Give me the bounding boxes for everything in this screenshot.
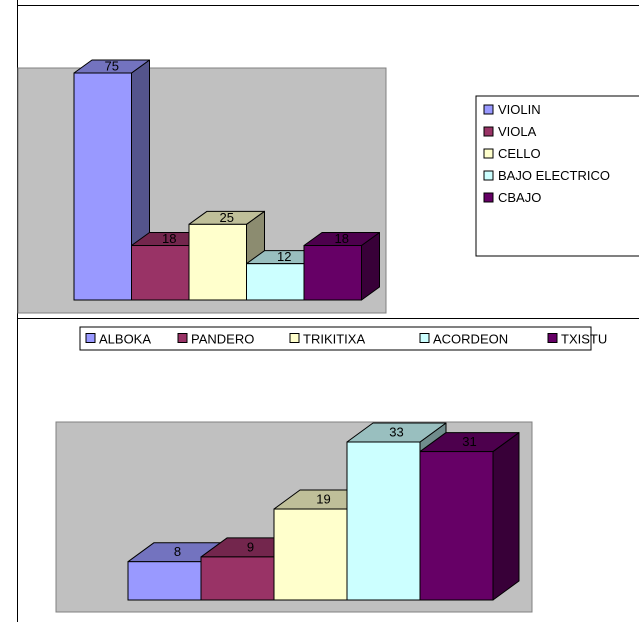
bar-top-violin: [73, 59, 150, 301]
data-label-top: 18: [162, 231, 176, 246]
data-label-top: 12: [277, 249, 291, 264]
chart-bottom: 8 9 19 33 31 ALBOKA PANDERO TRIKITIXA ACORDEON TX…: [55, 326, 607, 613]
legend-label: PANDERO: [191, 332, 254, 347]
legend-swatch: [483, 170, 494, 181]
legend-top: VIOLIN VIOLA CELLO BAJO ELECTRICO CBAJO: [475, 95, 639, 257]
legend-swatch: [483, 104, 494, 115]
legend-swatch: [177, 333, 188, 343]
chart-top: 75 18 25 12 18 VIOLIN VIOLA CELLO BAJO ELECTRICO…: [17, 59, 639, 314]
legend-label: BAJO ELECTRICO: [498, 168, 610, 183]
legend-label: TXISTU: [561, 332, 607, 347]
legend-box: [79, 326, 592, 351]
legend-swatch: [483, 126, 494, 137]
data-label-bottom: 31: [462, 434, 476, 449]
bar-top-cello: [188, 210, 265, 301]
data-label-top: 25: [220, 210, 234, 225]
legend-label: VIOLA: [498, 124, 537, 139]
data-label-top: 75: [105, 59, 119, 74]
legend-swatch: [85, 333, 96, 343]
legend-swatch: [483, 192, 494, 203]
legend-swatch: [547, 333, 558, 343]
legend-label: ACORDEON: [433, 332, 508, 347]
legend-swatch: [419, 333, 430, 343]
legend-label: ALBOKA: [99, 332, 151, 347]
bar-bottom-txistu: [419, 432, 520, 601]
legend-swatch: [483, 148, 494, 159]
legend-label: TRIKITIXA: [303, 332, 365, 347]
legend-label: VIOLIN: [498, 102, 541, 117]
legend-box: [475, 95, 639, 257]
data-label-bottom: 33: [389, 425, 403, 440]
legend-bottom: ALBOKA PANDERO TRIKITIXA ACORDEON TXISTU: [79, 326, 607, 351]
data-label-bottom: 8: [174, 544, 181, 559]
data-label-bottom: 9: [247, 539, 254, 554]
legend-label: CELLO: [498, 146, 541, 161]
bar-top-cbajo: [303, 232, 380, 301]
legend-label: CBAJO: [498, 190, 541, 205]
data-label-top: 18: [335, 231, 349, 246]
data-label-bottom: 19: [316, 492, 330, 507]
legend-swatch: [289, 333, 300, 343]
